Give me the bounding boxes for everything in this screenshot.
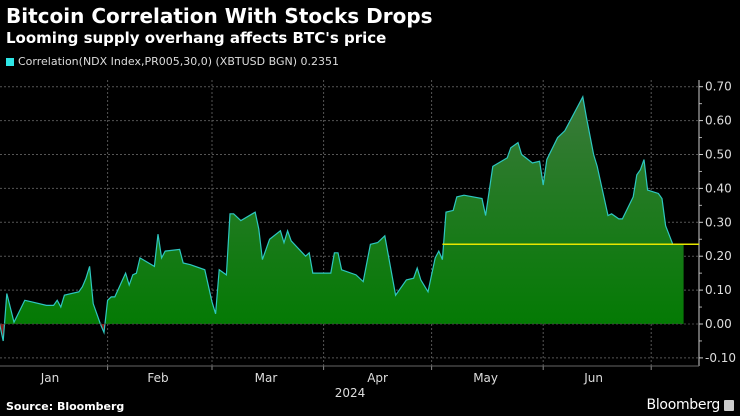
y-tick-label: 0.70: [705, 80, 732, 94]
x-year-label: 2024: [335, 386, 366, 400]
x-tick-label: Mar: [255, 371, 278, 385]
legend-swatch: [6, 57, 14, 66]
y-tick-label: 0.40: [705, 181, 732, 195]
y-tick-label: 0.00: [705, 317, 732, 331]
area-fill-positive: [0, 96, 684, 324]
chart-title: Bitcoin Correlation With Stocks Drops: [6, 4, 433, 28]
y-tick-label: 0.20: [705, 249, 732, 263]
legend: Correlation(NDX Index,PR005,30,0) (XBTUS…: [6, 55, 339, 68]
x-tick-label: Jan: [40, 371, 60, 385]
legend-label: Correlation(NDX Index,PR005,30,0) (XBTUS…: [18, 55, 339, 68]
series-line: [0, 95, 674, 342]
bloomberg-logo: Bloomberg: [646, 397, 721, 413]
x-tick-label: May: [473, 371, 498, 385]
y-tick-label: -0.10: [705, 351, 736, 365]
x-tick-label: Feb: [147, 371, 168, 385]
y-tick-label: 0.10: [705, 283, 732, 297]
x-tick-label: Jun: [583, 371, 603, 385]
chart-subtitle: Looming supply overhang affects BTC's pr…: [6, 29, 387, 47]
source-note: Source: Bloomberg: [6, 400, 125, 413]
y-tick-label: 0.60: [705, 114, 732, 128]
y-tick-label: 0.50: [705, 148, 732, 162]
y-tick-label: 0.30: [705, 215, 732, 229]
bloomberg-logo-icon: [724, 400, 734, 411]
x-tick-label: Apr: [367, 371, 388, 385]
